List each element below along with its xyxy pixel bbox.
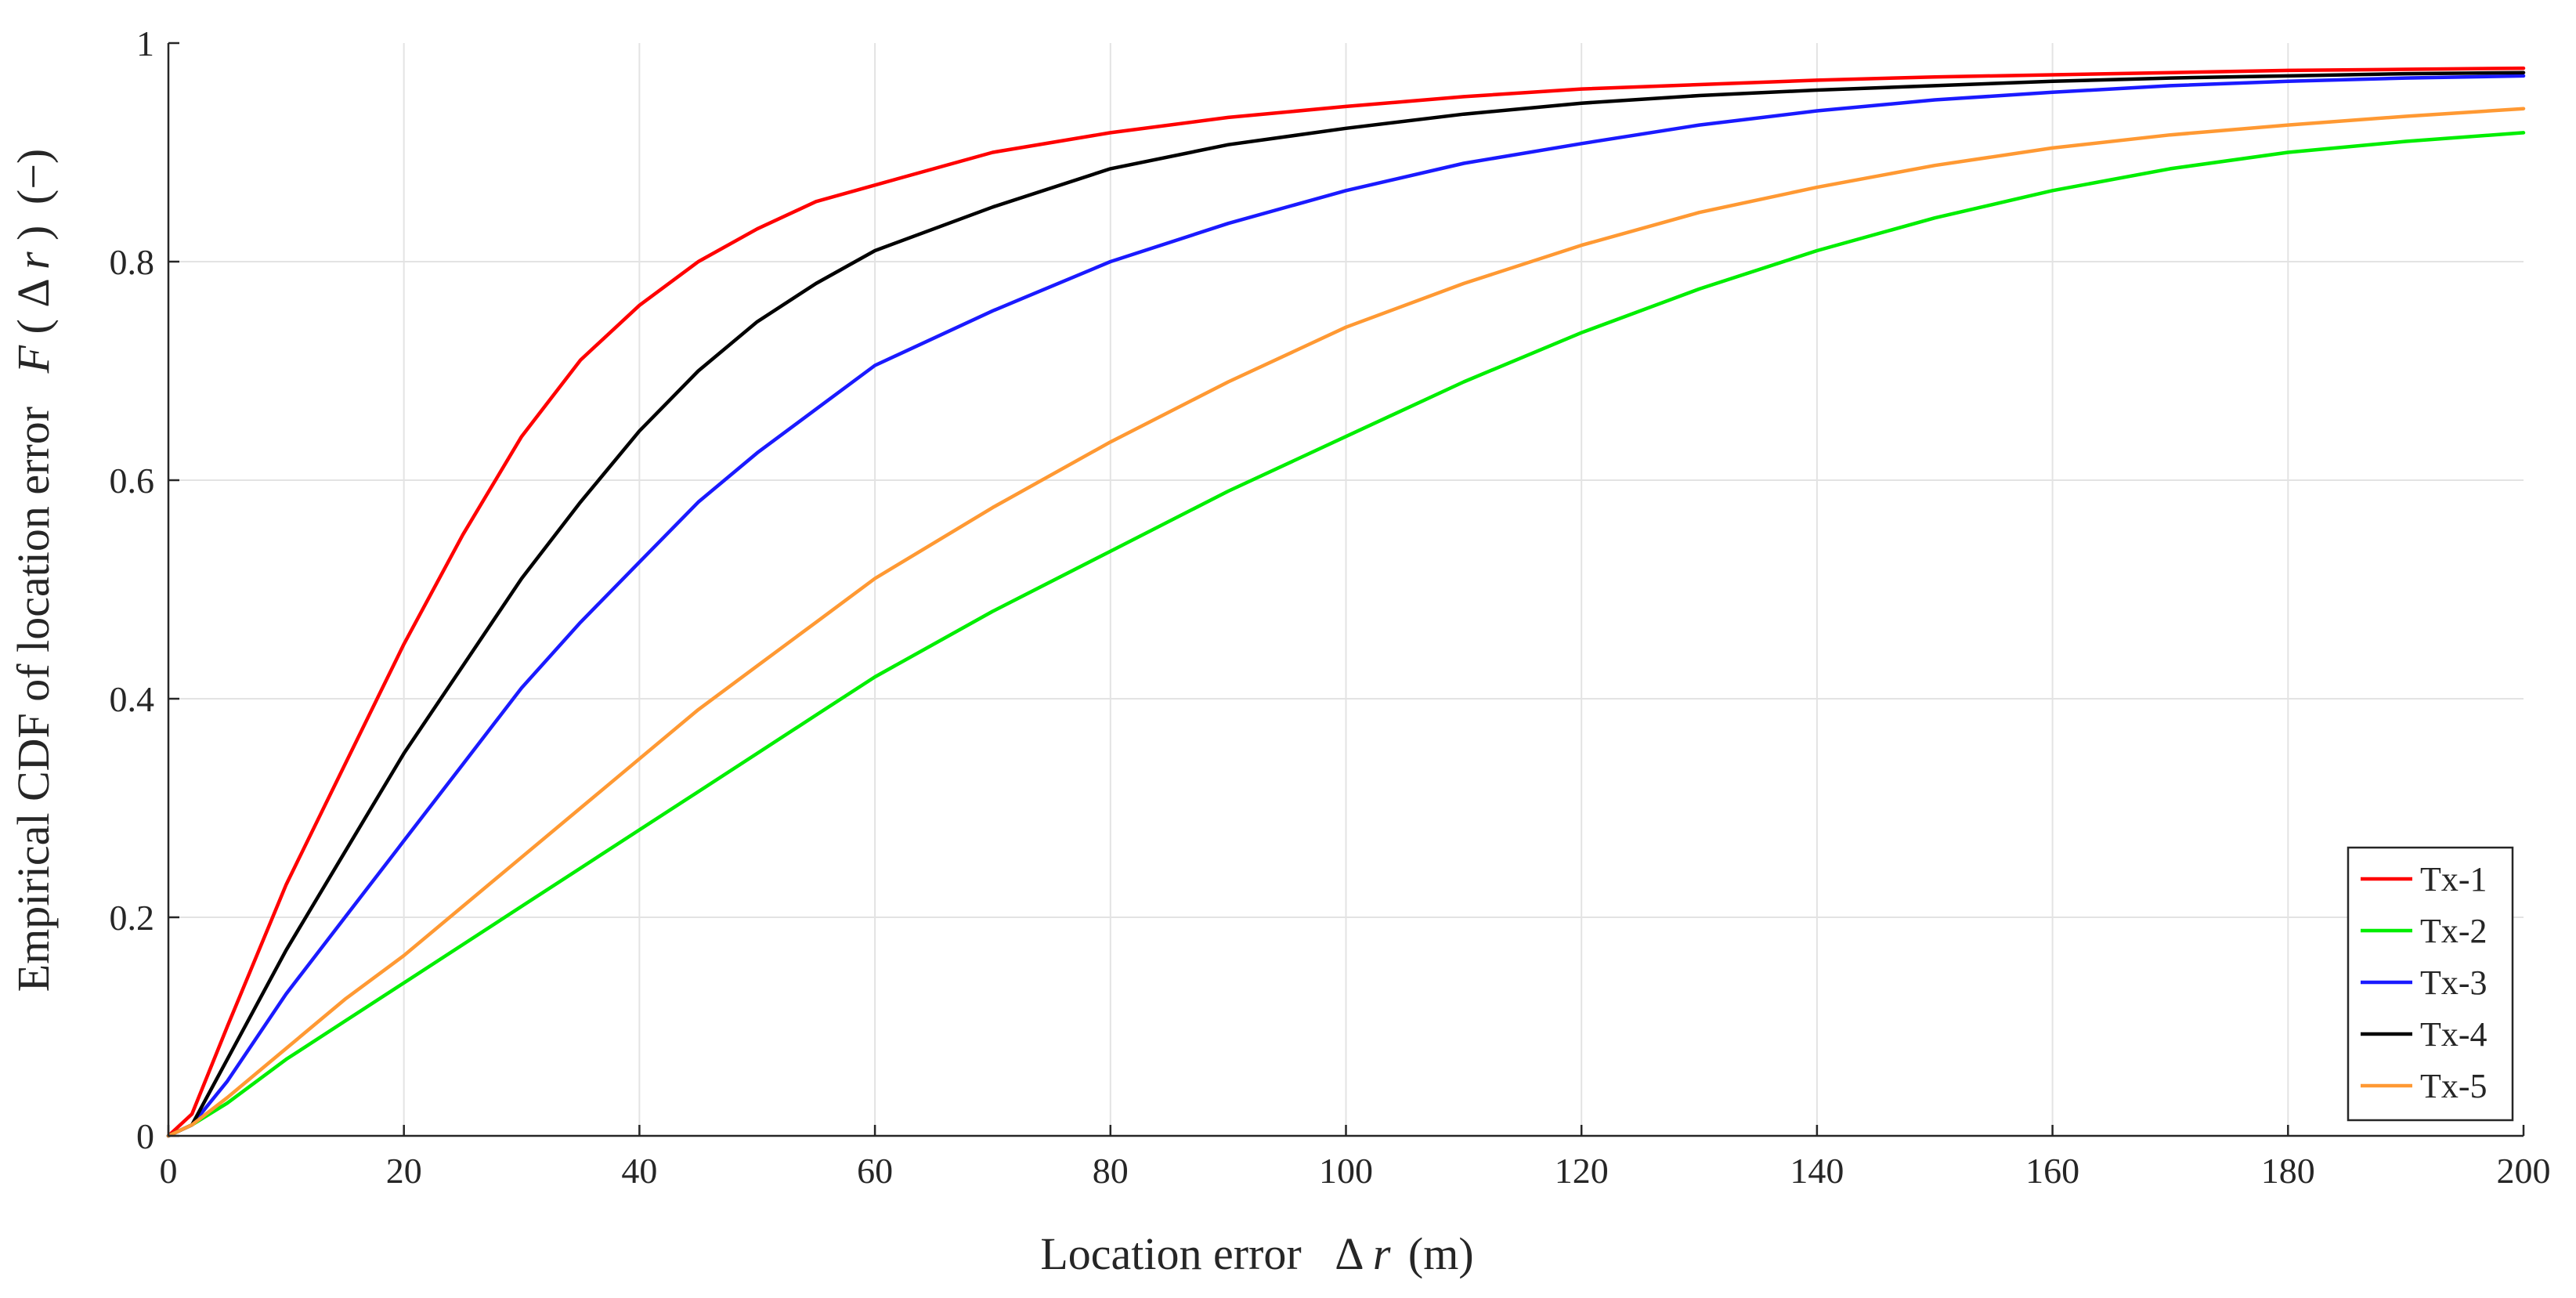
- x-tick-label: 120: [1555, 1151, 1609, 1191]
- legend-label: Tx-5: [2420, 1067, 2487, 1105]
- grid-lines: [168, 43, 2524, 1136]
- series-line-tx-1: [166, 66, 2526, 1138]
- y-tick-label: 0.4: [110, 679, 155, 719]
- y-tick-label: 1: [136, 24, 154, 63]
- y-tick-label: 0.2: [110, 898, 155, 938]
- x-axis-label-symbol: Δ: [1335, 1228, 1363, 1279]
- x-axis-label-var: r: [1373, 1228, 1391, 1279]
- y-axis-label-var: r: [8, 251, 59, 269]
- series-line-tx-2: [166, 131, 2526, 1138]
- y-axis-label-symbol: Δ: [8, 280, 59, 308]
- series-line-tx-3: [166, 74, 2526, 1138]
- x-tick-label: 200: [2497, 1151, 2551, 1191]
- y-axis-label: Empirical CDF of location error F ( Δ r …: [8, 149, 59, 992]
- y-axis-label-func: F: [8, 345, 59, 374]
- x-tick-label: 40: [621, 1151, 657, 1191]
- legend-label: Tx-1: [2420, 860, 2487, 898]
- y-axis-label-prefix: Empirical CDF of location error: [8, 407, 59, 992]
- x-tick-labels: 0 20 40 60 80 100 120 140 160 180 200: [160, 1151, 2551, 1191]
- y-axis-label-suffix: (−): [8, 149, 59, 204]
- series-line-tx-4: [166, 71, 2526, 1138]
- y-tick-label: 0.8: [110, 242, 155, 282]
- legend: Tx-1 Tx-2 Tx-3 Tx-4 Tx-5: [2347, 846, 2514, 1122]
- x-tick-label: 160: [2025, 1151, 2079, 1191]
- x-tick-label: 140: [1790, 1151, 1844, 1191]
- x-tick-label: 100: [1319, 1151, 1373, 1191]
- x-axis-label: Location error Δ r (m): [1040, 1228, 1473, 1279]
- y-tick-label: 0.6: [110, 461, 155, 501]
- series-group: [166, 66, 2526, 1138]
- x-tick-label: 180: [2261, 1151, 2315, 1191]
- y-axis-label-open: (: [8, 319, 59, 334]
- axes: [167, 42, 2525, 1137]
- legend-label: Tx-2: [2420, 912, 2487, 950]
- x-axis-label-prefix: Location error: [1040, 1228, 1301, 1279]
- y-tick-label: 0: [136, 1116, 154, 1156]
- x-tick-label: 0: [160, 1151, 178, 1191]
- legend-label: Tx-3: [2420, 964, 2487, 1002]
- y-axis-label-close: ): [8, 226, 59, 240]
- x-tick-label: 80: [1093, 1151, 1129, 1191]
- legend-label: Tx-4: [2420, 1015, 2487, 1054]
- y-tick-labels: 0 0.2 0.4 0.6 0.8 1: [110, 24, 155, 1156]
- x-axis-label-suffix: (m): [1408, 1228, 1474, 1279]
- x-tick-label: 60: [857, 1151, 893, 1191]
- series-line-tx-5: [166, 107, 2526, 1138]
- x-tick-label: 20: [386, 1151, 422, 1191]
